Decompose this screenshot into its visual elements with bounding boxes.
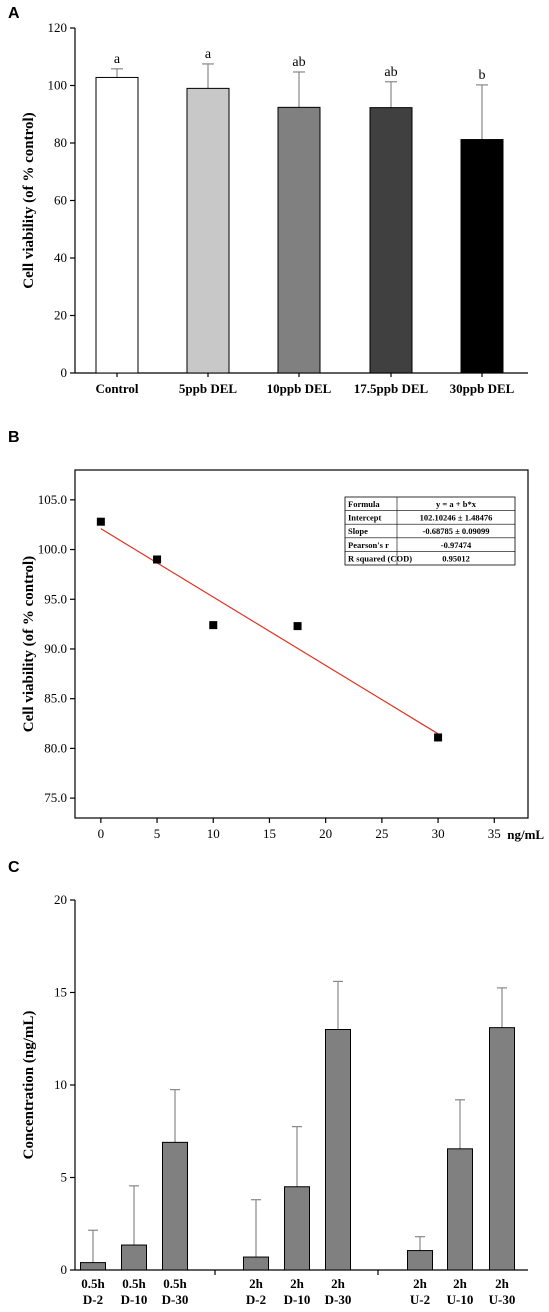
b-x-tick-label: 25 xyxy=(375,826,388,841)
b-x-tick-label: 10 xyxy=(207,826,220,841)
a-x-tick-label: 10ppb DEL xyxy=(267,381,332,396)
a-significance-label: b xyxy=(479,68,486,83)
a-y-tick-label: 80 xyxy=(54,135,67,150)
c-x-tick-label-time: 2h xyxy=(249,1276,264,1291)
b-fit-table-value: 0.95012 xyxy=(442,553,470,563)
b-x-tick-label: 5 xyxy=(154,826,161,841)
b-fit-table-key: Slope xyxy=(348,526,368,536)
b-plot-frame xyxy=(74,469,529,819)
c-y-axis-title: Concentration (ng/mL) xyxy=(21,1011,37,1160)
b-y-tick-label: 85.0 xyxy=(44,691,67,706)
b-data-point xyxy=(293,622,302,631)
c-x-tick-label-time: 2h xyxy=(453,1276,468,1291)
c-bar xyxy=(284,1186,310,1271)
c-bar xyxy=(325,1029,351,1271)
a-x-tick-label: 30ppb DEL xyxy=(450,381,515,396)
b-y-tick-label: 105.0 xyxy=(38,492,67,507)
b-data-point xyxy=(209,621,218,630)
c-bar xyxy=(162,1141,188,1271)
b-fit-table-key: Pearson's r xyxy=(348,540,389,550)
c-x-tick-label-time: 0.5h xyxy=(122,1276,146,1291)
b-fit-table xyxy=(344,496,516,566)
a-y-tick-label: 100 xyxy=(48,78,68,93)
c-y-tick-label: 0 xyxy=(61,1262,68,1277)
c-x-tick-label-group: D-2 xyxy=(246,1292,266,1307)
c-bar xyxy=(80,1262,106,1271)
b-fit-table-value: -0.97474 xyxy=(441,540,472,550)
a-x-tick-label: 5ppb DEL xyxy=(179,381,237,396)
c-x-tick-label-group: D-30 xyxy=(162,1292,189,1307)
b-fit-table-key: Intercept xyxy=(348,513,382,523)
b-x-tick-label: 0 xyxy=(98,826,105,841)
a-y-tick-label: 120 xyxy=(48,20,68,35)
panel-label-b: B xyxy=(8,429,20,446)
b-x-tick-label: 35 xyxy=(488,826,501,841)
c-x-tick-label-group: D-2 xyxy=(83,1292,103,1307)
c-bar xyxy=(489,1027,515,1271)
a-bar xyxy=(460,139,504,374)
c-x-tick-label-group: U-2 xyxy=(410,1292,430,1307)
a-significance-label: ab xyxy=(292,55,305,70)
panel-label-a: A xyxy=(8,5,20,22)
a-significance-label: ab xyxy=(384,65,397,80)
c-x-tick-label-time: 2h xyxy=(495,1276,510,1291)
c-x-tick-label-group: D-10 xyxy=(284,1292,311,1307)
b-y-tick-label: 90.0 xyxy=(44,641,67,656)
panel-label-c: C xyxy=(8,859,20,876)
b-data-point xyxy=(434,733,443,742)
c-y-tick-label: 15 xyxy=(54,985,67,1000)
a-x-tick-label: Control xyxy=(95,381,138,396)
c-y-tick-label: 10 xyxy=(54,1077,67,1092)
a-bar xyxy=(186,87,230,374)
c-y-tick-label: 5 xyxy=(61,1170,68,1185)
c-x-tick-label-group: D-10 xyxy=(121,1292,148,1307)
c-x-tick-label-time: 2h xyxy=(331,1276,346,1291)
c-x-tick-label-group: U-10 xyxy=(447,1292,474,1307)
b-y-tick-label: 75.0 xyxy=(44,790,67,805)
b-fit-table-key: R squared (COD) xyxy=(348,553,412,563)
b-y-tick-label: 100.0 xyxy=(38,542,67,557)
a-significance-label: a xyxy=(114,52,121,67)
b-fit-table-value: 102.10246 ± 1.48476 xyxy=(420,513,493,523)
c-y-tick-label: 20 xyxy=(54,892,67,907)
b-fit-table-value: y = a + b*x xyxy=(436,499,477,509)
b-fit-table-key: Formula xyxy=(348,499,380,509)
b-fit-table-value: -0.68785 ± 0.09099 xyxy=(423,526,490,536)
c-x-tick-label-group: D-30 xyxy=(325,1292,352,1307)
a-y-tick-label: 20 xyxy=(54,308,67,323)
a-y-tick-label: 0 xyxy=(61,365,68,380)
b-y-axis-title: Cell viability (of % control) xyxy=(21,556,37,732)
a-y-tick-label: 40 xyxy=(54,250,67,265)
c-x-tick-label-time: 0.5h xyxy=(81,1276,105,1291)
b-y-tick-label: 80.0 xyxy=(44,740,67,755)
b-data-point xyxy=(96,517,105,526)
b-x-tick-label: 20 xyxy=(319,826,332,841)
c-x-tick-label-time: 2h xyxy=(290,1276,305,1291)
a-y-axis-title: Cell viability (of % control) xyxy=(21,112,37,288)
c-x-tick-label-time: 0.5h xyxy=(163,1276,187,1291)
b-x-axis-title: ng/mL xyxy=(507,827,544,842)
a-x-tick-label: 17.5ppb DEL xyxy=(354,381,429,396)
c-bar xyxy=(121,1244,147,1271)
a-significance-label: a xyxy=(205,47,212,62)
c-x-tick-label-group: U-30 xyxy=(489,1292,516,1307)
c-x-tick-label-time: 2h xyxy=(413,1276,428,1291)
b-y-tick-label: 95.0 xyxy=(44,591,67,606)
a-bar xyxy=(369,107,413,374)
a-bar xyxy=(277,106,321,374)
a-y-tick-label: 60 xyxy=(54,193,67,208)
b-data-point xyxy=(153,555,162,564)
c-bar xyxy=(243,1256,269,1271)
c-bar xyxy=(447,1148,473,1271)
b-x-tick-label: 30 xyxy=(432,826,445,841)
a-bar xyxy=(95,76,139,374)
c-bar xyxy=(407,1250,433,1271)
b-x-tick-label: 15 xyxy=(263,826,276,841)
